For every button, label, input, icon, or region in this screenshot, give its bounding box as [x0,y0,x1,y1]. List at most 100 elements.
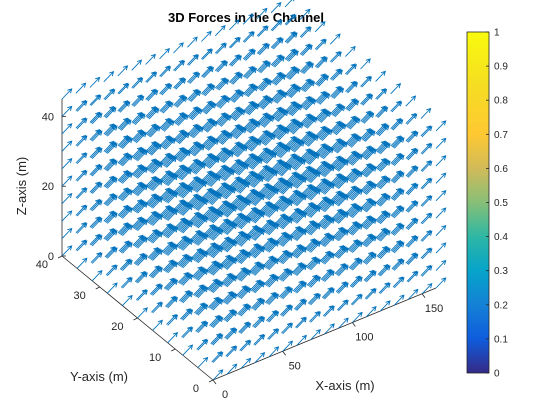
force-arrow [278,129,290,141]
force-arrow [152,302,163,314]
force-arrow [268,328,280,340]
force-arrow [137,237,148,249]
force-arrow [352,276,363,288]
force-arrow [137,272,148,284]
force-arrow [89,76,101,88]
force-arrow [324,305,335,317]
force-arrow [197,217,209,229]
force-arrow [306,117,318,129]
force-arrow [211,194,223,206]
force-arrow [137,254,148,267]
force-arrow [239,182,251,194]
force-arrow [321,129,333,142]
force-arrow [152,249,163,261]
z-tick-label: 0 [48,251,54,263]
force-arrow [365,253,377,265]
force-arrow [212,264,224,276]
force-arrow [210,175,222,188]
force-arrow [254,334,266,346]
force-arrow [268,241,280,253]
colorbar-tick-label: 0 [494,369,500,380]
force-arrow [61,123,73,135]
force-arrow [406,113,418,125]
force-arrow [260,62,271,74]
force-arrow [182,309,194,321]
force-arrow [338,317,349,329]
force-arrow [197,321,209,334]
x-tick-label: 100 [355,332,373,344]
force-arrow [149,126,161,138]
force-arrow [106,247,118,259]
force-arrow [212,229,224,241]
force-arrow [333,87,345,100]
force-arrow [338,195,349,207]
force-arrow [254,247,266,259]
force-arrow [122,137,133,149]
force-arrow [302,44,313,57]
force-arrow [246,67,258,80]
force-arrow [217,61,228,73]
force-arrow [264,134,276,146]
force-arrow [379,247,391,260]
force-arrow [226,241,238,253]
force-arrow [296,195,307,207]
force-arrow [352,154,363,166]
force-arrow [379,143,391,155]
force-arrow [254,317,266,329]
force-arrow [162,102,174,114]
force-arrow [393,207,405,219]
force-arrow [106,265,118,277]
force-arrow [364,130,376,142]
force-arrow [365,183,377,195]
force-arrow [187,36,198,48]
force-arrow [159,48,170,60]
force-arrow [212,351,224,363]
force-arrow [226,346,238,358]
force-arrow [253,176,265,188]
force-arrow [250,140,262,152]
force-arrow [152,232,163,244]
colorbar-tick-label: 0.8 [494,96,508,107]
force-arrow [363,112,375,124]
force-arrow [282,218,294,230]
force-arrow [310,189,321,201]
colorbar-tick-label: 0.3 [494,266,508,277]
y-tick-label: 0 [193,383,199,395]
force-arrow [106,125,118,137]
force-arrow [212,316,224,329]
force-arrow [362,94,374,106]
force-arrow [338,265,349,277]
force-arrow [182,344,194,356]
force-arrow [310,172,321,184]
force-arrow [216,43,227,55]
force-arrow [223,152,234,164]
force-arrow [296,334,307,346]
force-arrow [375,70,386,82]
force-arrow [197,269,209,281]
force-arrow [226,206,238,218]
force-arrow [378,125,390,137]
y-tick-mark [133,317,138,321]
force-arrow [324,253,335,265]
force-arrow [61,227,73,239]
force-arrow [379,265,391,277]
force-arrow [207,139,219,151]
force-arrow [137,220,148,232]
force-arrow [379,195,391,207]
force-arrow [379,282,391,294]
force-arrow [91,235,103,247]
force-arrow [268,189,280,201]
force-arrow [226,276,238,288]
force-arrow [151,144,162,156]
force-arrow [348,100,360,112]
force-arrow [296,247,307,259]
force-arrow [296,317,307,329]
force-arrow [307,135,319,147]
force-arrow [336,142,348,154]
force-arrow [352,259,363,271]
force-arrow [376,88,388,100]
force-arrow [277,110,289,122]
force-arrow [268,259,280,271]
force-arrow [178,133,190,145]
